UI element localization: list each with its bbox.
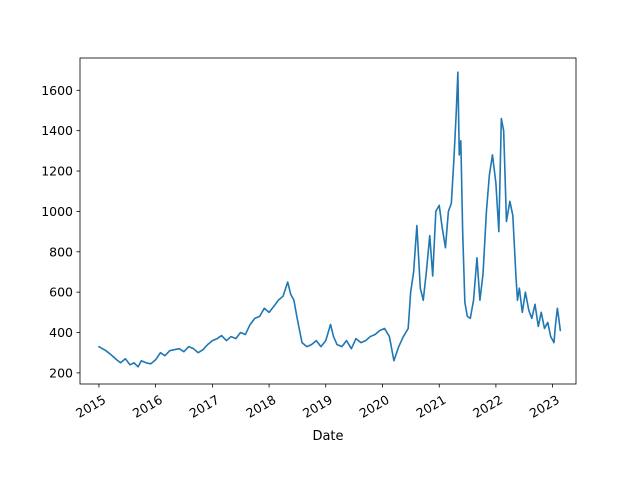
y-tick-label: 1000 (41, 204, 73, 219)
plot-area (80, 58, 576, 384)
y-tick-label: 400 (49, 325, 73, 340)
series-layer (98, 71, 562, 368)
x-axis-label: Date (312, 429, 343, 444)
y-tick-label: 1400 (41, 123, 73, 138)
series-line-0 (98, 71, 562, 368)
y-tick-label: 600 (49, 285, 73, 300)
y-tick-label: 1200 (41, 164, 73, 179)
axes-border (79, 57, 577, 385)
y-axis: 200 400 600 800 1000 1200 1400 1600 (41, 83, 80, 380)
y-tick-label: 1600 (41, 83, 73, 98)
y-tick-label: 800 (49, 244, 73, 259)
y-tick-label: 200 (49, 365, 73, 380)
axes-frame (79, 57, 577, 385)
